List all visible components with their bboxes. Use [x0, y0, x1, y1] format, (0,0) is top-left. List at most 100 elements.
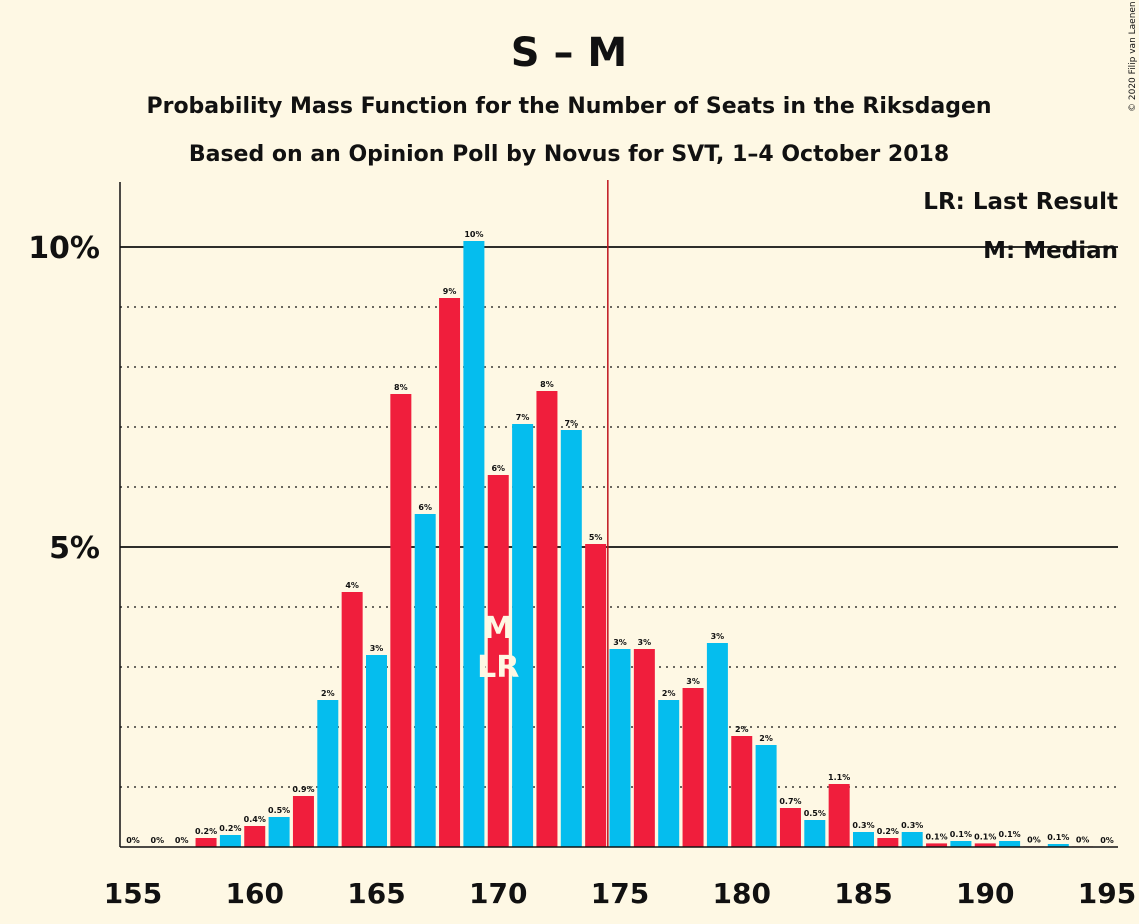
x-tick-label: 175	[591, 877, 649, 910]
data-label-184: 1.1%	[828, 773, 850, 782]
bar-170	[487, 475, 509, 847]
data-label-156: 0%	[151, 836, 165, 845]
legend: LR: Last Result M: Median	[923, 189, 1118, 264]
data-label-191: 0.1%	[999, 830, 1021, 839]
bar-179	[706, 643, 728, 847]
data-label-185: 0.3%	[852, 821, 874, 830]
bar-160	[244, 826, 266, 847]
last-result-marker: LR	[477, 650, 519, 685]
median-lr-markers: M LR	[477, 611, 519, 685]
data-label-172: 8%	[540, 380, 554, 389]
data-label-178: 3%	[686, 677, 700, 686]
data-label-188: 0.1%	[925, 832, 947, 841]
data-label-163: 2%	[321, 689, 335, 698]
bar-180	[731, 736, 753, 847]
bar-175	[609, 649, 631, 847]
bar-186	[877, 838, 899, 847]
data-label-183: 0.5%	[804, 809, 826, 818]
data-label-158: 0.2%	[195, 827, 217, 836]
data-label-192: 0%	[1027, 835, 1041, 844]
x-tick-label: 180	[713, 877, 771, 910]
bar-184	[828, 784, 850, 847]
chart-subtitle-poll: Based on an Opinion Poll by Novus for SV…	[189, 142, 949, 167]
legend-last-result: LR: Last Result	[923, 189, 1118, 215]
data-label-170: 6%	[491, 464, 505, 473]
bar-171	[512, 424, 534, 847]
data-label-195: 0%	[1100, 836, 1114, 845]
data-label-171: 7%	[516, 413, 530, 422]
x-tick-label: 160	[226, 877, 284, 910]
data-label-194: 0%	[1076, 835, 1090, 844]
bar-177	[658, 700, 680, 847]
data-label-159: 0.2%	[219, 824, 241, 833]
data-label-157: 0%	[175, 836, 189, 845]
bar-193	[1047, 844, 1069, 847]
bar-181	[755, 745, 777, 847]
data-label-155: 0%	[126, 836, 140, 845]
data-label-165: 3%	[370, 644, 384, 653]
bar-series: 0% 0% 0%0.2% 0.2%0.4%0.5%0.9%2%4%3%8%6%9%10…	[126, 230, 1114, 847]
data-label-167: 6%	[418, 503, 432, 512]
bar-165	[366, 655, 387, 847]
bar-185	[853, 832, 874, 847]
data-label-190: 0.1%	[974, 832, 996, 841]
bar-166	[390, 394, 412, 847]
bar-164	[341, 592, 363, 847]
data-label-164: 4%	[345, 581, 359, 590]
data-label-193: 0.1%	[1047, 833, 1069, 842]
x-tick-label: 195	[1078, 877, 1136, 910]
data-label-175: 3%	[613, 638, 627, 647]
data-label-189: 0.1%	[950, 830, 972, 839]
data-label-162: 0.9%	[292, 785, 314, 794]
data-label-179: 3%	[711, 632, 725, 641]
bar-159	[219, 835, 241, 847]
median-marker: M	[483, 611, 513, 646]
bar-167	[414, 514, 436, 847]
bar-190	[974, 843, 996, 847]
bar-161	[268, 817, 290, 847]
data-label-166: 8%	[394, 383, 408, 392]
bar-178	[682, 688, 704, 847]
bar-172	[536, 391, 558, 847]
data-label-181: 2%	[759, 734, 773, 743]
y-tick-label: 5%	[49, 531, 100, 566]
chart-title: S – M	[511, 30, 627, 76]
bar-187	[901, 832, 923, 847]
data-label-169: 10%	[464, 230, 483, 239]
bar-174	[585, 544, 607, 847]
data-label-173: 7%	[565, 419, 579, 428]
bar-173	[560, 430, 582, 847]
bar-188	[926, 843, 948, 847]
x-tick-label: 165	[347, 877, 405, 910]
x-tick-label: 155	[104, 877, 162, 910]
x-tick-label: 170	[469, 877, 527, 910]
data-label-161: 0.5%	[268, 806, 290, 815]
data-label-187: 0.3%	[901, 821, 923, 830]
data-label-176: 3%	[638, 638, 652, 647]
chart-subtitle: Probability Mass Function for the Number…	[146, 94, 991, 119]
bar-163	[317, 700, 339, 847]
axes: 5% 10% 155 160 165 170 175 180 185 190 195	[28, 182, 1136, 910]
data-label-186: 0.2%	[877, 827, 899, 836]
data-label-177: 2%	[662, 689, 676, 698]
bar-169	[463, 241, 485, 847]
bar-162	[292, 796, 314, 847]
bar-182	[779, 808, 801, 847]
bar-176	[633, 649, 655, 847]
data-label-180: 2%	[735, 725, 749, 734]
x-tick-label: 185	[834, 877, 892, 910]
bar-158	[195, 838, 217, 847]
bar-183	[804, 820, 826, 847]
data-label-174: 5%	[589, 533, 603, 542]
data-label-182: 0.7%	[779, 797, 801, 806]
bar-168	[439, 298, 461, 847]
legend-median: M: Median	[983, 238, 1118, 264]
data-label-168: 9%	[443, 287, 457, 296]
bar-189	[950, 841, 972, 847]
y-tick-label: 10%	[28, 231, 100, 266]
bar-191	[999, 841, 1021, 847]
data-label-160: 0.4%	[244, 815, 266, 824]
x-tick-label: 190	[956, 877, 1014, 910]
copyright-note: © 2020 Filip van Laenen	[1128, 1, 1138, 112]
